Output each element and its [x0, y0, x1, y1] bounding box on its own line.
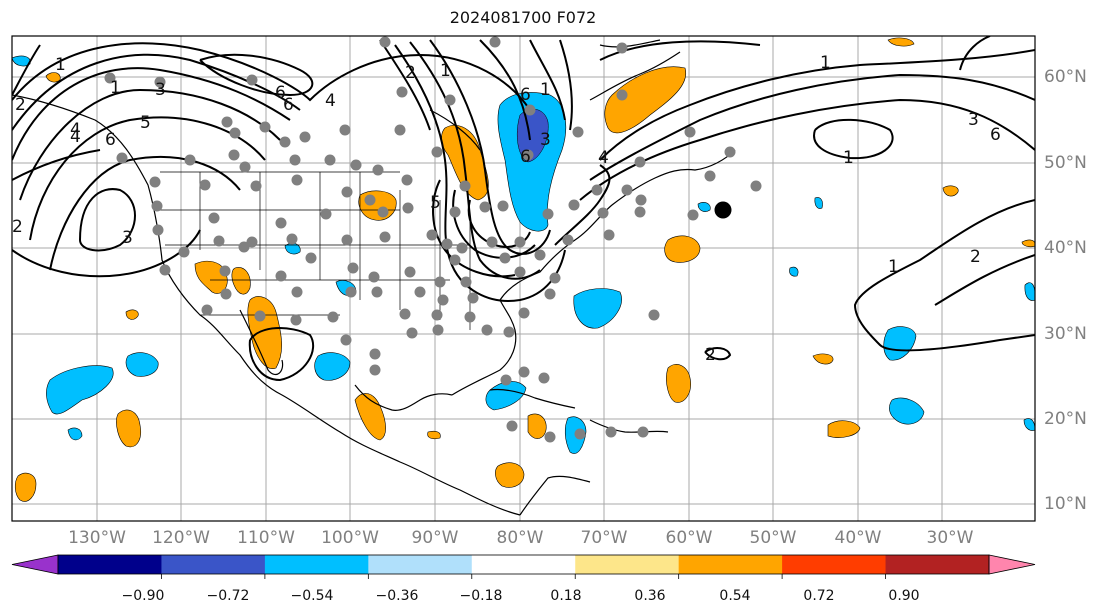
contour-label: 1 [110, 78, 121, 98]
colorbar-tick: 0.18 [550, 588, 582, 604]
contour-label: 1 [820, 53, 831, 73]
contour-label: 5 [430, 193, 441, 213]
contour-label: 3 [155, 80, 166, 100]
contour-label: 1 [440, 61, 451, 81]
lon-label: 110°W [237, 528, 295, 548]
lat-label: 30°N [1044, 324, 1087, 344]
contour-label: 6 [520, 85, 531, 105]
colorbar-segment [575, 555, 680, 574]
station-markers [104, 36, 762, 443]
negative-anomaly-shading [12, 55, 1035, 454]
map-frame [11, 35, 1036, 522]
colorbar-segment [58, 555, 162, 574]
map-title: 2024081700 F072 [449, 8, 597, 27]
colorbar-segment [264, 555, 369, 574]
colorbar-segment [678, 555, 783, 574]
contour-label: 3 [122, 228, 133, 248]
contour-label: 4 [325, 91, 336, 111]
lon-label: 60°W [665, 528, 713, 548]
lon-label: 100°W [321, 528, 379, 548]
contour-label: 4 [70, 127, 81, 147]
highlight-marker [714, 201, 732, 219]
contour-label: 1 [55, 55, 66, 75]
lat-label: 40°N [1044, 238, 1087, 258]
contour-label-group: 1 2 3 4 5 6 1 2 3 4 6 6 2 1 4 6 1 3 4 6 … [12, 53, 1001, 365]
colorbar-tick: −0.90 [121, 588, 165, 604]
contour-label: 3 [968, 110, 979, 130]
colorbar-segment [471, 555, 576, 574]
colorbar [11, 554, 1036, 579]
lon-label: 40°W [834, 528, 882, 548]
lat-label: 60°N [1044, 67, 1087, 87]
colorbar-extend-max [988, 554, 1036, 575]
lat-label: 10°N [1044, 494, 1087, 514]
lon-label: 80°W [496, 528, 544, 548]
contour-label: 1 [843, 148, 854, 168]
colorbar-segment [161, 555, 266, 574]
lon-label: 120°W [152, 528, 210, 548]
contour-label: 1 [540, 80, 551, 100]
colorbar-tick: −0.72 [206, 588, 250, 604]
contour-label: 6 [520, 147, 531, 167]
colorbar-outline [57, 554, 990, 575]
strong-negative-shading [517, 108, 549, 163]
contour-label: 3 [540, 130, 551, 150]
colorbar-segment [885, 555, 990, 574]
colorbar-segment [368, 555, 473, 574]
contour-label: 2 [405, 63, 416, 83]
contour-label: 6 [105, 130, 116, 150]
colorbar-tick: 0.54 [719, 588, 751, 604]
colorbar-tick: −0.36 [375, 588, 419, 604]
colorbar-tick: −0.54 [290, 588, 334, 604]
colorbar-extend-min [11, 554, 59, 575]
lon-label: 130°W [68, 528, 126, 548]
contour-label: 4 [598, 148, 609, 168]
colorbar-tick: 0.90 [888, 588, 920, 604]
contour-label: 4 [70, 120, 81, 140]
contour-label: 6 [275, 83, 286, 103]
contour-label: 2 [705, 345, 716, 365]
contour-label: 2 [12, 217, 23, 237]
contour-label: 6 [283, 95, 294, 115]
coastlines [12, 39, 736, 516]
lon-label: 50°W [749, 528, 797, 548]
graticule [12, 36, 1035, 521]
contour-label: 1 [888, 257, 899, 277]
contour-label: 2 [15, 95, 26, 115]
contour-label: 2 [970, 247, 981, 267]
lon-label: 30°W [926, 528, 974, 548]
lon-label: 70°W [580, 528, 628, 548]
colorbar-tick: 0.36 [634, 588, 666, 604]
contour-label: 5 [140, 113, 151, 133]
colorbar-tick: 0.72 [803, 588, 835, 604]
contour-label: 6 [990, 125, 1001, 145]
colorbar-segment [782, 555, 887, 574]
colorbar-tick: −0.18 [459, 588, 503, 604]
lon-label: 90°W [411, 528, 459, 548]
lat-label: 50°N [1044, 153, 1087, 173]
lat-label: 20°N [1044, 409, 1087, 429]
